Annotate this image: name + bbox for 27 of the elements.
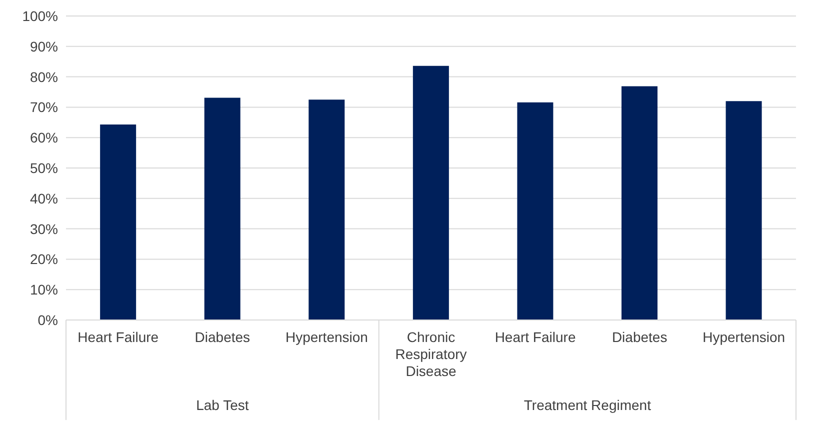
bar — [622, 86, 658, 320]
y-tick-label: 50% — [30, 160, 58, 176]
bar — [308, 100, 345, 320]
bar — [517, 102, 554, 320]
y-tick-label: 40% — [30, 190, 58, 206]
y-tick-label: 80% — [30, 68, 58, 85]
y-tick-label: 20% — [30, 251, 58, 268]
text: Lab Test — [196, 397, 249, 413]
x-tick-label: Heart Failure — [78, 329, 159, 345]
x-tick-label: Heart Failure — [494, 329, 576, 345]
y-tick-label: 90% — [30, 38, 58, 54]
x-tick-label: Diabetes — [194, 329, 250, 345]
y-tick-label: 10% — [30, 282, 58, 298]
y-tick-label: 70% — [30, 99, 58, 116]
y-tick-label: 100% — [22, 8, 58, 24]
bar — [412, 66, 449, 320]
bar — [204, 98, 240, 320]
x-tick-label: Chronic Respiratory Disease — [395, 329, 467, 379]
x-tick-label: Diabetes — [612, 329, 668, 345]
text: Treatment Regiment — [524, 397, 652, 413]
bar — [100, 124, 136, 320]
y-tick-label: 0% — [38, 312, 58, 328]
bar — [726, 101, 762, 320]
x-tick-label: Hypertension — [702, 329, 786, 345]
x-tick-label: Hypertension — [285, 329, 368, 345]
y-tick-label: 60% — [30, 130, 58, 146]
y-tick-label: 30% — [30, 220, 58, 237]
